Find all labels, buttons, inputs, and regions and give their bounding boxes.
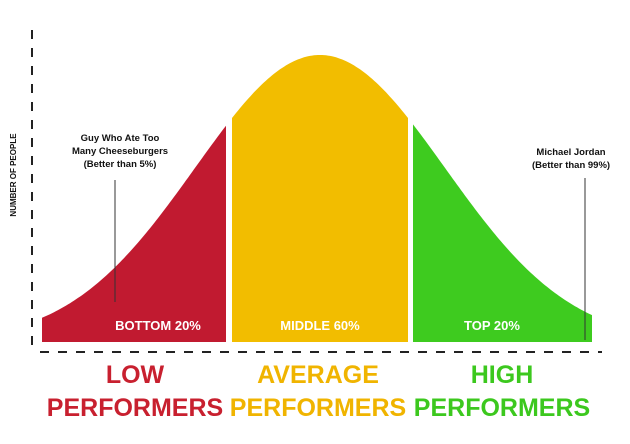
group-label: PERFORMERS	[47, 394, 223, 422]
segment-area	[42, 125, 226, 342]
y-axis-label: NUMBER OF PEOPLE	[9, 133, 18, 217]
labels: BOTTOM 20% LOW PERFORMERS MIDDLE 60% AVERAGE…	[47, 133, 610, 422]
segment-area	[232, 55, 408, 342]
annotation: Guy Who Ate Too	[81, 133, 160, 144]
group-label: LOW	[106, 361, 165, 389]
segment-label: TOP 20%	[464, 318, 520, 333]
segment-area	[413, 124, 592, 343]
annotation: Michael Jordan	[536, 147, 605, 158]
segment-label: MIDDLE 60%	[280, 318, 360, 333]
curve	[42, 55, 592, 343]
segment-label: BOTTOM 20%	[115, 318, 201, 333]
group-label: HIGH	[471, 361, 534, 389]
group-label: PERFORMERS	[230, 394, 406, 422]
annotation: (Better than 99%)	[532, 160, 610, 171]
group-label: AVERAGE	[257, 361, 379, 389]
annotation: Many Cheeseburgers	[72, 146, 168, 157]
group-label: PERFORMERS	[414, 394, 590, 422]
annotation: (Better than 5%)	[84, 159, 157, 170]
